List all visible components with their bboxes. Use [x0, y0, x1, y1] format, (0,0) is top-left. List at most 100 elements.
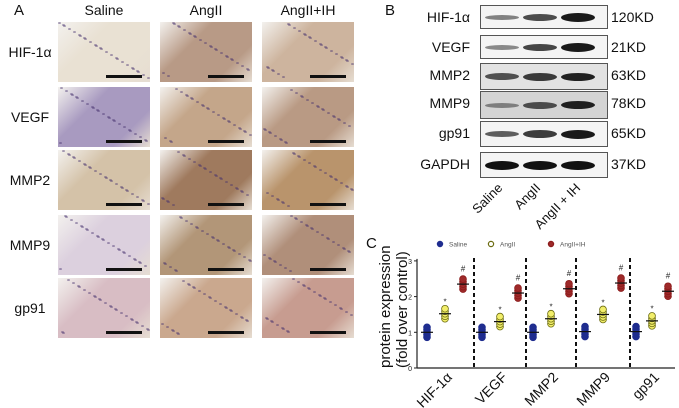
- data-point: [547, 309, 555, 318]
- significance-hash: #: [516, 273, 521, 282]
- blot-band: [523, 14, 557, 21]
- scale-bar: [106, 203, 142, 206]
- blot-band: [561, 13, 595, 22]
- blot-protein-label: GAPDH: [420, 156, 470, 172]
- legend-marker-icon: [436, 240, 444, 248]
- blot-strip: [480, 121, 608, 147]
- blot-band: [485, 45, 519, 50]
- blot-protein-label: MMP9: [429, 95, 470, 111]
- blot-band: [561, 43, 595, 52]
- scale-bar: [208, 140, 244, 143]
- y-axis-label: protein expression: [377, 245, 394, 368]
- data-point: [529, 323, 537, 332]
- column-header: Saline: [84, 2, 124, 18]
- ihc-micrograph: [160, 215, 252, 275]
- blot-kd-label: 21KD: [611, 39, 647, 55]
- ihc-micrograph: [262, 22, 354, 82]
- ihc-micrograph: [160, 87, 252, 147]
- blot-strip: [480, 152, 608, 178]
- blot-band: [561, 161, 595, 170]
- scale-bar: [310, 140, 346, 143]
- data-point: [581, 322, 589, 331]
- ihc-micrograph: [262, 215, 354, 275]
- blot-strip: [480, 35, 608, 59]
- column-header: AngII+IH: [280, 2, 336, 18]
- blot-protein-label: gp91: [438, 125, 470, 141]
- blot-kd-label: 120KD: [611, 9, 654, 25]
- significance-hash: #: [461, 264, 466, 273]
- row-label: HIF-1α: [8, 44, 52, 60]
- significance-star: *: [549, 303, 552, 312]
- row-label: gp91: [14, 300, 46, 316]
- panel-c-scatter-chart: protein expression (fold over control)0 1 2…: [377, 240, 675, 408]
- blot-band: [523, 102, 557, 109]
- x-tick-label: MMP9: [573, 369, 613, 408]
- ihc-micrograph: [262, 150, 354, 210]
- blot-band: [561, 101, 595, 109]
- panel-c-letter: C: [366, 235, 377, 252]
- scale-bar: [208, 203, 244, 206]
- blot-band: [485, 161, 519, 170]
- blot-band: [523, 73, 557, 81]
- ihc-micrograph: [262, 87, 354, 147]
- blot-band: [523, 130, 557, 138]
- scale-bar: [106, 268, 142, 271]
- y-tick-label: 0: [408, 366, 412, 373]
- x-tick-label: HIF-1α: [413, 369, 455, 408]
- ihc-micrograph: [58, 278, 150, 338]
- blot-protein-label: MMP2: [429, 67, 470, 83]
- blot-protein-label: VEGF: [431, 39, 470, 55]
- scale-bar: [208, 268, 244, 271]
- significance-star: *: [650, 305, 653, 314]
- ihc-micrograph: [58, 215, 150, 275]
- legend-marker-icon: [487, 240, 495, 248]
- data-point: [459, 275, 467, 283]
- row-label: VEGF: [10, 109, 50, 125]
- ihc-micrograph: [58, 22, 150, 82]
- scale-bar: [310, 268, 346, 271]
- blot-band: [485, 15, 519, 20]
- x-tick-label: MMP2: [521, 369, 561, 408]
- significance-hash: #: [666, 272, 671, 281]
- scale-bar: [208, 75, 244, 78]
- blot-kd-label: 65KD: [611, 125, 647, 141]
- row-label: MMP2: [9, 172, 51, 188]
- column-header: AngII: [189, 2, 223, 18]
- blot-band: [485, 73, 519, 80]
- significance-star: *: [601, 298, 604, 307]
- blot-band: [485, 103, 519, 108]
- data-point: [496, 312, 504, 321]
- data-point: [441, 304, 449, 313]
- blot-strip: [480, 5, 608, 29]
- y-tick-label: 1: [408, 330, 412, 337]
- row-label: MMP9: [9, 237, 51, 253]
- x-tick-label: VEGF: [472, 369, 510, 407]
- data-point: [632, 322, 640, 331]
- blot-strip: [480, 63, 608, 90]
- y-axis-label: (fold over control): [394, 251, 411, 368]
- blot-band: [561, 73, 595, 81]
- data-point: [599, 305, 607, 314]
- y-tick-label: 2: [408, 295, 412, 302]
- scale-bar: [310, 75, 346, 78]
- data-point: [478, 323, 486, 332]
- ihc-micrograph: [160, 22, 252, 82]
- data-point: [648, 312, 656, 320]
- legend-label: AngII+IH: [560, 242, 586, 249]
- y-tick-label: 3: [408, 259, 412, 266]
- panel-b-letter: B: [385, 2, 396, 19]
- significance-hash: #: [619, 263, 624, 272]
- blot-band: [523, 44, 557, 51]
- blot-kd-label: 78KD: [611, 95, 647, 111]
- data-point: [565, 279, 573, 288]
- significance-hash: #: [567, 269, 572, 278]
- data-point: [514, 284, 522, 292]
- significance-star: *: [443, 298, 446, 307]
- legend-marker-icon: [547, 240, 555, 248]
- scale-bar: [106, 331, 142, 334]
- scale-bar: [310, 203, 346, 206]
- legend-label: Saline: [449, 242, 467, 249]
- blot-strip: [480, 91, 608, 119]
- data-point: [617, 274, 625, 282]
- scale-bar: [208, 331, 244, 334]
